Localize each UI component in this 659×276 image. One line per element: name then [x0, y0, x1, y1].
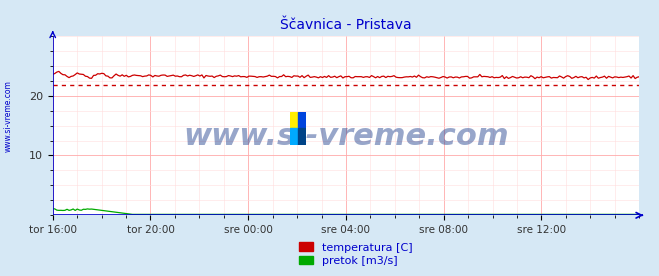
Bar [290, 128, 298, 145]
Bar [298, 128, 306, 145]
Text: www.si-vreme.com: www.si-vreme.com [3, 80, 13, 152]
Legend: temperatura [C], pretok [m3/s]: temperatura [C], pretok [m3/s] [295, 238, 416, 270]
Bar [298, 112, 306, 128]
Bar [290, 112, 298, 128]
Title: Ščavnica - Pristava: Ščavnica - Pristava [280, 18, 412, 32]
Text: www.si-vreme.com: www.si-vreme.com [183, 122, 509, 151]
